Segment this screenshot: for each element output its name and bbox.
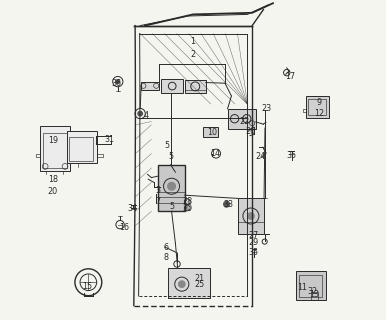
Text: 19: 19: [48, 136, 58, 145]
Text: 16: 16: [119, 223, 129, 232]
Text: 28: 28: [182, 197, 192, 206]
Bar: [158, 165, 185, 211]
Text: 13: 13: [310, 290, 320, 299]
Text: 9: 9: [317, 98, 322, 107]
Text: 5: 5: [168, 152, 173, 161]
Bar: [141, 82, 159, 90]
Bar: [40, 126, 70, 171]
Circle shape: [248, 213, 254, 219]
Text: 29: 29: [249, 238, 259, 247]
Text: 17: 17: [286, 72, 296, 81]
Bar: [168, 268, 210, 298]
Text: 33: 33: [223, 200, 233, 209]
Bar: [308, 99, 326, 115]
Text: 6: 6: [163, 244, 168, 252]
Text: 35: 35: [286, 151, 296, 160]
Bar: [42, 133, 67, 168]
Text: 20: 20: [48, 188, 58, 196]
Bar: [299, 275, 322, 297]
Text: 14: 14: [210, 149, 220, 158]
Text: 11: 11: [297, 284, 307, 292]
Bar: [306, 96, 329, 118]
Text: 30: 30: [182, 204, 192, 212]
Text: 10: 10: [207, 128, 217, 137]
Bar: [203, 127, 218, 137]
Text: 32: 32: [307, 287, 317, 296]
Bar: [67, 131, 97, 163]
Bar: [69, 137, 93, 161]
Text: 26: 26: [245, 127, 256, 136]
Text: 31: 31: [105, 135, 115, 144]
Text: 12: 12: [314, 109, 325, 118]
Circle shape: [116, 80, 120, 84]
Circle shape: [224, 201, 230, 207]
Bar: [296, 271, 327, 300]
Text: 8: 8: [163, 253, 168, 262]
Text: 36: 36: [111, 79, 121, 88]
Circle shape: [138, 111, 142, 116]
Bar: [161, 79, 183, 93]
Text: 27: 27: [249, 231, 259, 240]
Text: 1: 1: [191, 37, 195, 46]
Text: 34: 34: [127, 204, 137, 212]
Bar: [185, 80, 206, 93]
Bar: [238, 198, 264, 234]
Circle shape: [168, 182, 175, 190]
Text: 4: 4: [144, 111, 149, 120]
Text: 5: 5: [169, 202, 175, 211]
Text: 3: 3: [155, 186, 160, 195]
Text: 7: 7: [155, 197, 160, 206]
Text: 15: 15: [82, 282, 93, 291]
Text: 18: 18: [48, 175, 58, 184]
Bar: [228, 109, 256, 129]
Text: 23: 23: [262, 104, 272, 113]
Text: 25: 25: [194, 280, 205, 289]
Text: 22: 22: [239, 117, 249, 126]
Text: 35: 35: [249, 248, 259, 257]
Text: 2: 2: [190, 50, 196, 59]
Text: 21: 21: [194, 274, 205, 283]
Circle shape: [179, 281, 185, 287]
Text: 24: 24: [255, 152, 265, 161]
Bar: [312, 292, 318, 300]
Text: 5: 5: [165, 141, 170, 150]
